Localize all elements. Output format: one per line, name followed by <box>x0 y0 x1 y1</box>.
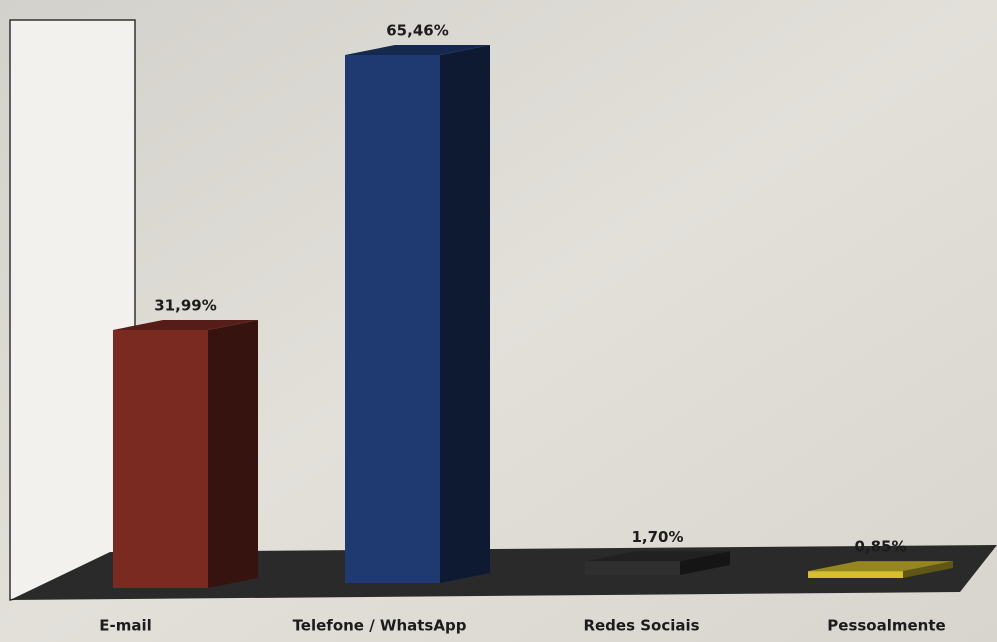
data-label: 0,85% <box>854 538 906 556</box>
bar <box>345 55 440 583</box>
data-label: 1,70% <box>631 528 683 546</box>
x-tick-label: Redes Sociais <box>583 617 699 635</box>
bar <box>808 571 903 578</box>
bar-top <box>113 319 258 330</box>
data-label: 65,46% <box>386 22 448 40</box>
bar <box>113 329 208 588</box>
bar-side <box>440 45 490 583</box>
bar-top <box>345 45 490 55</box>
bar-side <box>680 551 730 575</box>
bar-side <box>208 319 258 588</box>
data-label: 31,99% <box>154 296 216 314</box>
bar-top <box>585 551 730 562</box>
x-tick-label: Telefone / WhatsApp <box>293 617 467 635</box>
x-tick-label: E-mail <box>99 617 152 635</box>
bar-top <box>808 561 953 572</box>
bar <box>585 561 680 575</box>
bar-side <box>903 561 953 578</box>
x-tick-label: Pessoalmente <box>827 617 945 635</box>
